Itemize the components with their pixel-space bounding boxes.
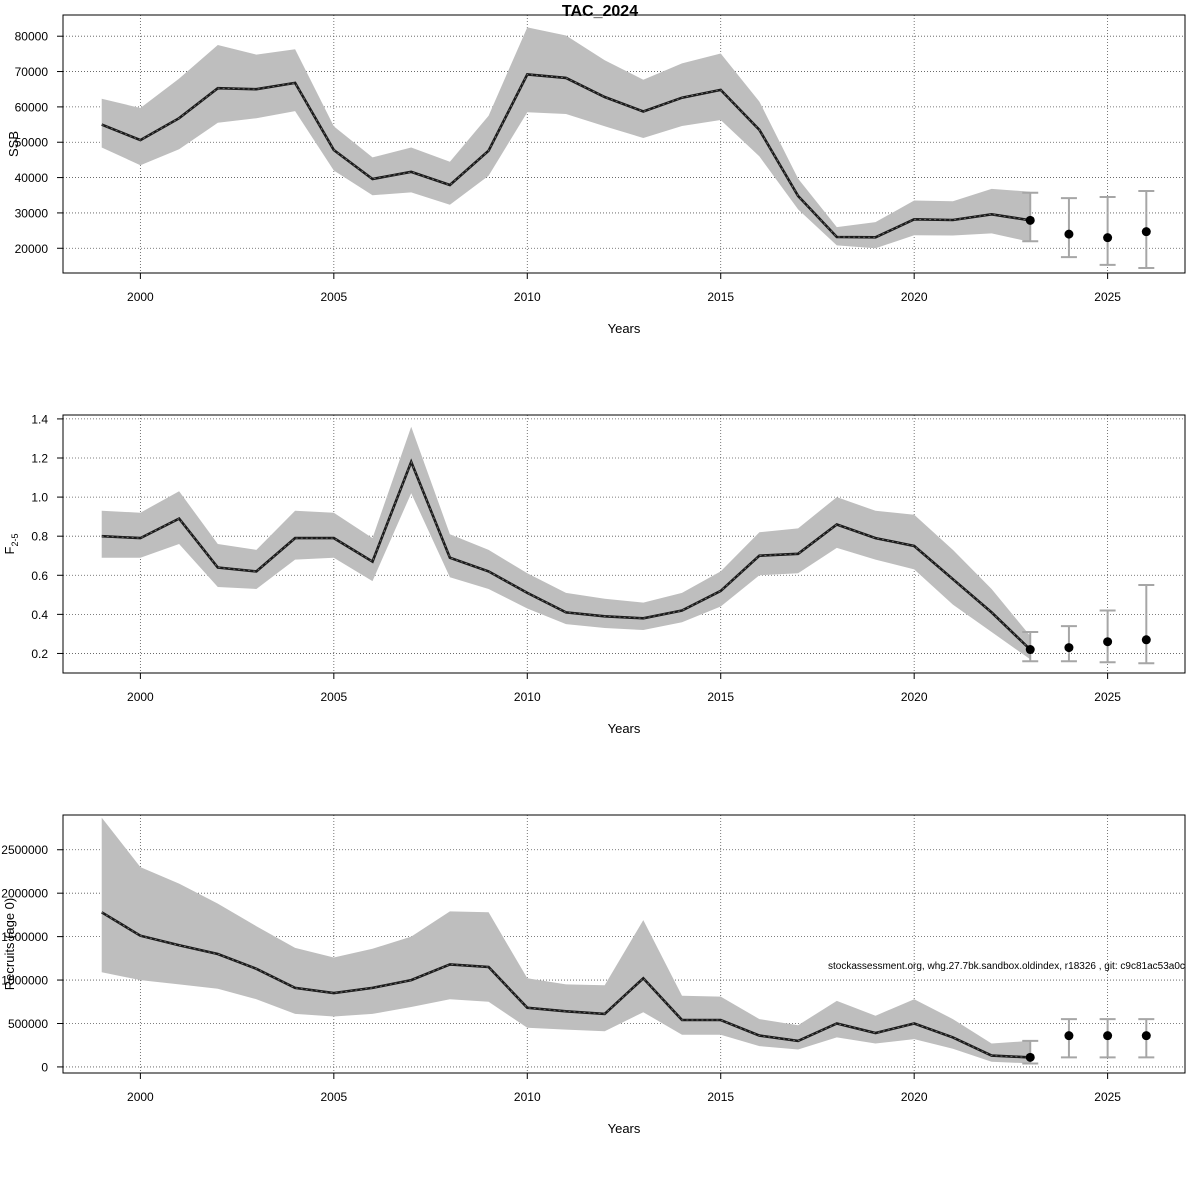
forecast-point xyxy=(1064,1031,1074,1041)
forecast-point xyxy=(1141,635,1151,645)
plot-frame xyxy=(62,814,1186,1074)
forecast-errorbar xyxy=(1138,584,1155,665)
footnote-text: stockassessment.org, whg.27.7bk.sandbox.… xyxy=(828,961,1185,972)
panel-ssb: 2000 2005 2010 2015 2020 2025 20000 30000 40000 5… xyxy=(6,14,1186,336)
y-axis-label-main: Recruits (age 0) xyxy=(2,898,17,990)
forecast-errorbar xyxy=(1099,196,1116,266)
forecast-point xyxy=(1103,1031,1113,1041)
x-tick-label: 2000 xyxy=(127,1090,154,1104)
forecast-errorbar xyxy=(1099,609,1116,664)
panel-fbar: 2000 2005 2010 2015 2020 2025 0.2 0.4 0.6 0.8 1.0 1… xyxy=(2,412,1186,736)
forecast-point xyxy=(1064,229,1074,239)
y-tick-label: 2500000 xyxy=(1,843,48,857)
y-tick-label: 40000 xyxy=(15,171,49,185)
panel-recruitment: 2000 2005 2010 2015 2020 2025 0 500000 1000000 15… xyxy=(1,814,1186,1136)
y-tick-label: 2000000 xyxy=(1,887,48,901)
plot-panels: 2000 2005 2010 2015 2020 20252000030000400005… xyxy=(1,14,1186,1136)
y-tick-label: 0 xyxy=(41,1060,48,1074)
y-tick-label: 1.2 xyxy=(31,452,48,466)
y-tick-label: 0.8 xyxy=(31,530,48,544)
y-tick-label: 70000 xyxy=(15,65,49,79)
x-tick-label: 2020 xyxy=(901,690,928,704)
forecast-point xyxy=(1025,645,1035,655)
y-tick-label: 500000 xyxy=(8,1017,48,1031)
y-tick-label: 0.6 xyxy=(31,569,48,583)
y-tick-label: 1500000 xyxy=(1,930,48,944)
forecast-point xyxy=(1025,215,1035,225)
y-tick-label: 1.0 xyxy=(31,491,48,505)
x-tick-label: 2010 xyxy=(514,290,541,304)
y-axis-label: Recruits (age 0) xyxy=(2,898,17,990)
forecast-errorbar xyxy=(1060,197,1077,259)
figure-title: TAC_2024 xyxy=(562,3,638,20)
y-tick-label: 80000 xyxy=(15,30,49,44)
x-tick-label: 2015 xyxy=(707,1090,734,1104)
plot-frame xyxy=(62,14,1186,274)
x-tick-label: 2025 xyxy=(1094,690,1121,704)
y-tick-label: 1.4 xyxy=(31,412,48,426)
x-tick-label: 2005 xyxy=(320,1090,347,1104)
forecast-point xyxy=(1141,227,1151,237)
x-tick-label: 2010 xyxy=(514,690,541,704)
y-tick-label: 1000000 xyxy=(1,974,48,988)
confidence-band xyxy=(101,817,1031,1064)
x-tick-label: 2005 xyxy=(320,690,347,704)
x-axis-label: Years xyxy=(608,1121,641,1136)
x-tick-label: 2025 xyxy=(1094,1090,1121,1104)
x-tick-label: 2010 xyxy=(514,1090,541,1104)
x-tick-label: 2015 xyxy=(707,690,734,704)
x-axis-label: Years xyxy=(608,321,641,336)
confidence-band xyxy=(101,27,1031,249)
forecast-point xyxy=(1141,1031,1151,1041)
estimate-line-dash xyxy=(101,73,1031,238)
forecast-point xyxy=(1103,637,1113,647)
y-axis-label-subscript: 2-5 xyxy=(10,534,20,547)
y-axis-label: SSB xyxy=(6,131,21,157)
y-tick-label: 50000 xyxy=(15,136,49,150)
y-axis-label-main: SSB xyxy=(6,131,21,157)
y-axis-label: F2-5 xyxy=(2,534,20,555)
forecast-point xyxy=(1064,643,1074,653)
x-tick-label: 2015 xyxy=(707,290,734,304)
x-tick-label: 2000 xyxy=(127,290,154,304)
y-tick-label: 0.2 xyxy=(31,647,48,661)
y-tick-label: 60000 xyxy=(15,100,49,114)
x-tick-label: 2000 xyxy=(127,690,154,704)
x-tick-label: 2005 xyxy=(320,290,347,304)
y-axis-label-main: F xyxy=(2,546,17,554)
x-axis-label: Years xyxy=(608,721,641,736)
forecast-point xyxy=(1103,233,1113,243)
estimate-line-dash xyxy=(101,911,1031,1058)
forecast-point xyxy=(1025,1052,1035,1062)
x-tick-label: 2020 xyxy=(901,1090,928,1104)
y-tick-label: 30000 xyxy=(15,206,49,220)
confidence-band xyxy=(101,426,1031,660)
x-tick-label: 2025 xyxy=(1094,290,1121,304)
estimate-line xyxy=(101,458,1032,651)
y-tick-label: 20000 xyxy=(15,242,49,256)
y-tick-label: 0.4 xyxy=(31,608,48,622)
plot-frame xyxy=(62,414,1186,674)
x-tick-label: 2020 xyxy=(901,290,928,304)
